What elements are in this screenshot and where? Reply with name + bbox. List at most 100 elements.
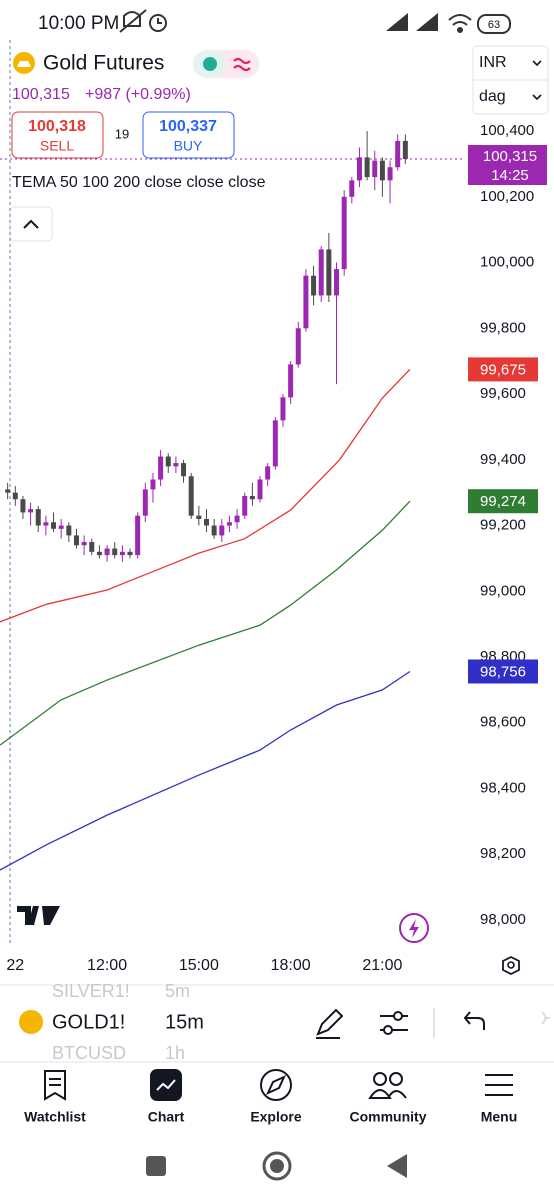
candle-body [326, 249, 332, 296]
buy-label: BUY [174, 138, 203, 154]
candle-body [349, 180, 355, 197]
candle-body [104, 548, 110, 556]
candle-body [43, 522, 49, 526]
toolbar-icons [316, 1008, 550, 1039]
candle-body [28, 509, 34, 513]
candle-body [5, 489, 11, 493]
y-tick-label: 100,000 [480, 254, 534, 271]
candle-body [203, 518, 209, 526]
candle-body [364, 157, 370, 178]
candle-body [196, 515, 202, 519]
candle-body [303, 275, 309, 329]
indicator-line [0, 368, 411, 623]
currency-select[interactable]: INR [479, 54, 507, 71]
settings-icon-center [507, 961, 515, 969]
tv-logo [17, 906, 60, 925]
android-recents[interactable] [146, 1156, 166, 1176]
candle-body [288, 364, 294, 398]
spread: 19 [115, 126, 129, 141]
candle-body [219, 525, 225, 536]
sell-button[interactable] [11, 111, 104, 159]
symbol-name[interactable]: Gold Futures [43, 52, 164, 75]
candle-body [334, 269, 340, 296]
candle-body [173, 463, 179, 467]
current-symbol[interactable]: GOLD1! [52, 1011, 125, 1033]
y-tick-label: 99,000 [480, 582, 526, 599]
candle-body [112, 548, 118, 556]
status-icons [119, 9, 511, 34]
candle-body [265, 466, 271, 480]
indicator-line [0, 670, 411, 871]
candle-body [142, 489, 148, 516]
interval-select[interactable]: dag [479, 88, 506, 105]
countdown-label: 14:25 [491, 167, 529, 184]
nav-label[interactable]: Watchlist [24, 1109, 86, 1125]
status-time: 10:00 PM [38, 13, 119, 34]
price-tag-label: 99,675 [480, 361, 526, 378]
candle-body [387, 167, 393, 181]
price-tag [468, 357, 538, 382]
y-tick-label: 100,400 [480, 122, 534, 139]
candle-body [280, 397, 286, 421]
price-tag-label: 98,756 [480, 663, 526, 680]
candle-body [295, 328, 301, 365]
lightning-icon [409, 919, 419, 938]
nav-label[interactable]: Menu [481, 1109, 518, 1125]
candle-body [341, 196, 347, 270]
x-tick-label: 21:00 [362, 957, 402, 974]
symbol-icon-glyph [17, 61, 31, 67]
y-tick-label: 100,200 [480, 188, 534, 205]
plot [0, 131, 465, 871]
nav-label[interactable]: Explore [250, 1109, 302, 1125]
android-home[interactable] [262, 1151, 292, 1181]
collapse-button[interactable] [9, 206, 53, 242]
delayed-icon [233, 57, 251, 72]
x-tick-label: 15:00 [179, 957, 219, 974]
x-tick-label: 22 [6, 957, 24, 974]
candle-body [35, 509, 41, 526]
sell-label: SELL [40, 138, 74, 154]
candle-body [211, 525, 217, 536]
buy-button[interactable] [142, 111, 235, 159]
prev-symbol[interactable]: SILVER1! [52, 981, 130, 1001]
candle-body [379, 160, 385, 181]
next-interval[interactable]: 1h [165, 1043, 185, 1063]
nav-label[interactable]: Chart [148, 1109, 185, 1125]
price-tag [468, 659, 538, 684]
market-open-dot [203, 57, 217, 71]
candle-body [135, 515, 141, 556]
battery-level: 63 [488, 19, 500, 31]
next-symbol[interactable]: BTCUSD [52, 1043, 126, 1063]
candle-body [96, 551, 102, 556]
candle-body [234, 515, 240, 523]
last-price-tag [468, 145, 547, 186]
nav-bar: Watchlist Chart Explore Community Menu [24, 1109, 517, 1125]
android-back[interactable] [387, 1154, 407, 1178]
gold-icon [19, 1010, 43, 1034]
nav-label[interactable]: Community [350, 1109, 427, 1125]
y-tick-label: 98,000 [480, 911, 526, 928]
y-tick-label: 99,600 [480, 385, 526, 402]
dropdown-arrows [532, 60, 542, 101]
y-tick-label: 99,200 [480, 517, 526, 534]
candle-body [20, 499, 26, 513]
y-tick-label: 98,200 [480, 845, 526, 862]
prev-interval[interactable]: 5m [165, 981, 190, 1001]
price-change: +987 (+0.99%) [85, 86, 191, 103]
x-tick-label: 18:00 [271, 957, 311, 974]
candle-body [249, 495, 255, 500]
current-interval[interactable]: 15m [165, 1011, 204, 1033]
last-price: 100,315 [12, 86, 70, 103]
indicator-label[interactable]: TEMA 50 100 200 close close close [12, 174, 266, 191]
indicator-line [0, 500, 411, 746]
buy-price: 100,337 [159, 118, 217, 135]
y-tick-label: 99,400 [480, 451, 526, 468]
candle-body [188, 476, 194, 516]
y-tick-label: 98,600 [480, 714, 526, 731]
candle-body [165, 456, 171, 467]
settings-icon[interactable] [502, 955, 520, 976]
candle-body [395, 140, 401, 168]
